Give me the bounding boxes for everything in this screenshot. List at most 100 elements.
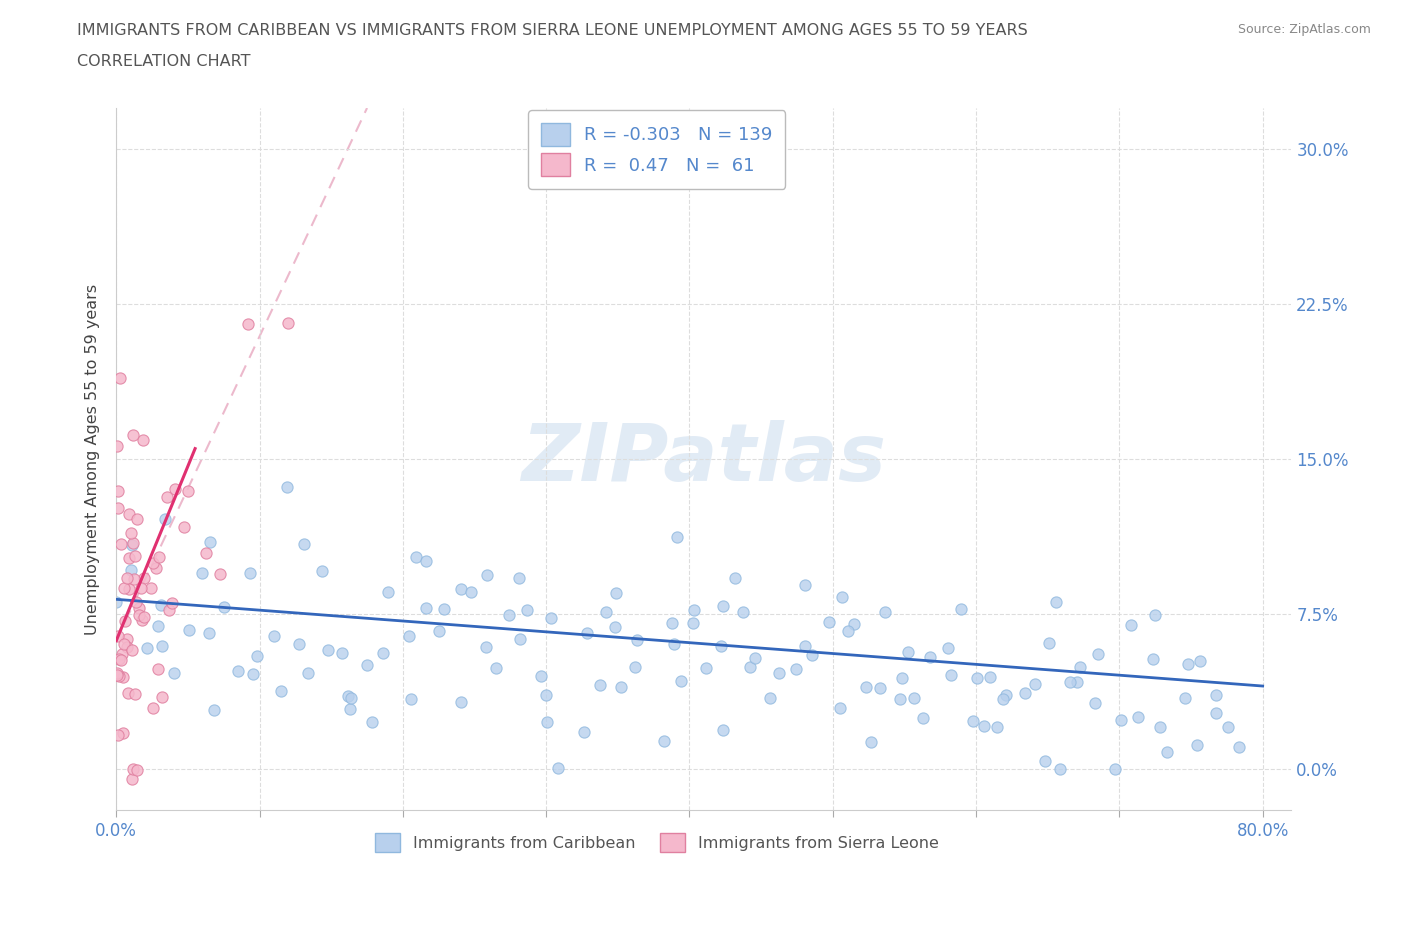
Point <box>415 601 437 616</box>
Point <box>242 666 264 681</box>
Text: ZIPatlas: ZIPatlas <box>522 420 886 498</box>
Point <box>695 660 717 675</box>
Point <box>1087 646 1109 661</box>
Point <box>855 680 877 695</box>
Point <box>710 638 733 653</box>
Point <box>1014 685 1036 700</box>
Point <box>131 613 153 628</box>
Point <box>105 438 128 453</box>
Point <box>595 604 617 619</box>
Point <box>117 571 139 586</box>
Point <box>112 581 135 596</box>
Point <box>1109 712 1132 727</box>
Point <box>150 639 173 654</box>
Point <box>245 648 267 663</box>
Point <box>1143 608 1166 623</box>
Point <box>547 761 569 776</box>
Point <box>117 639 139 654</box>
Point <box>336 689 359 704</box>
Point <box>105 668 128 683</box>
Point <box>107 728 129 743</box>
Point <box>107 484 129 498</box>
Point <box>498 607 520 622</box>
Point <box>938 641 960 656</box>
Point <box>132 609 155 624</box>
Point <box>666 529 689 544</box>
Point <box>962 713 984 728</box>
Point <box>744 650 766 665</box>
Point <box>1205 706 1227 721</box>
Point <box>148 550 170 565</box>
Point <box>111 646 134 661</box>
Point <box>768 666 790 681</box>
Point <box>508 570 530 585</box>
Point <box>731 604 754 619</box>
Point <box>509 631 531 646</box>
Point <box>127 763 149 777</box>
Point <box>165 482 187 497</box>
Point <box>610 680 633 695</box>
Text: CORRELATION CHART: CORRELATION CHART <box>77 54 250 69</box>
Point <box>339 702 361 717</box>
Point <box>842 617 865 631</box>
Point <box>156 489 179 504</box>
Point <box>112 670 135 684</box>
Point <box>475 568 498 583</box>
Point <box>212 599 235 614</box>
Point <box>903 691 925 706</box>
Point <box>1045 594 1067 609</box>
Point <box>995 687 1018 702</box>
Point <box>340 691 363 706</box>
Point <box>311 564 333 578</box>
Point <box>800 647 823 662</box>
Point <box>276 479 298 494</box>
Point <box>572 724 595 739</box>
Point <box>1069 659 1091 674</box>
Point <box>966 671 988 685</box>
Point <box>198 625 221 640</box>
Point <box>209 566 232 581</box>
Point <box>837 624 859 639</box>
Point <box>297 666 319 681</box>
Point <box>288 637 311 652</box>
Point <box>236 316 259 331</box>
Point <box>163 666 186 681</box>
Point <box>979 670 1001 684</box>
Point <box>118 551 141 565</box>
Point <box>399 691 422 706</box>
Point <box>1119 618 1142 632</box>
Point <box>950 602 973 617</box>
Point <box>626 632 648 647</box>
Point <box>1059 674 1081 689</box>
Point <box>740 659 762 674</box>
Point <box>398 629 420 644</box>
Text: IMMIGRANTS FROM CARIBBEAN VS IMMIGRANTS FROM SIERRA LEONE UNEMPLOYMENT AMONG AGE: IMMIGRANTS FROM CARIBBEAN VS IMMIGRANTS … <box>77 23 1028 38</box>
Point <box>107 629 129 644</box>
Point <box>330 646 353 661</box>
Point <box>1033 754 1056 769</box>
Point <box>202 703 225 718</box>
Point <box>1142 652 1164 667</box>
Point <box>162 595 184 610</box>
Point <box>911 711 934 725</box>
Point <box>1174 690 1197 705</box>
Point <box>516 603 538 618</box>
Point <box>1216 720 1239 735</box>
Point <box>661 616 683 631</box>
Point <box>794 578 817 592</box>
Point <box>986 719 1008 734</box>
Point <box>105 595 128 610</box>
Point <box>536 714 558 729</box>
Point <box>122 572 145 587</box>
Point <box>110 537 132 551</box>
Point <box>575 626 598 641</box>
Point <box>356 658 378 672</box>
Point <box>920 649 942 664</box>
Point <box>118 506 141 521</box>
Point <box>669 673 692 688</box>
Point <box>1185 737 1208 752</box>
Point <box>107 500 129 515</box>
Point <box>129 580 152 595</box>
Point <box>360 715 382 730</box>
Point <box>624 660 647 675</box>
